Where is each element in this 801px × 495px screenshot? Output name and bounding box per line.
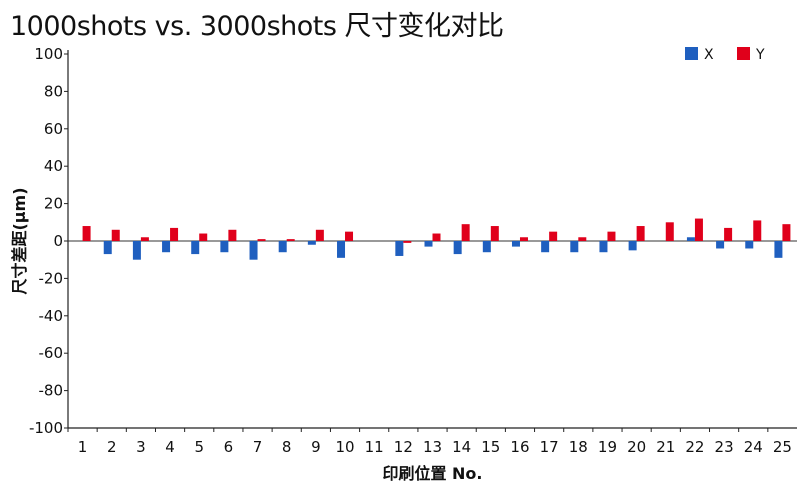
bar-x-14 — [453, 241, 462, 255]
bar-x-20 — [628, 241, 637, 251]
y-axis-title: 尺寸差距(μm) — [10, 187, 29, 294]
bar-y-5 — [199, 233, 208, 241]
x-tick-label: 1 — [78, 438, 88, 456]
bar-x-8 — [278, 241, 287, 253]
legend-swatch-y — [737, 47, 750, 60]
bar-x-19 — [599, 241, 608, 253]
bar-y-15 — [490, 226, 499, 241]
y-tick-label: -80 — [39, 382, 64, 400]
bar-x-4 — [162, 241, 171, 253]
x-tick-label: 24 — [744, 438, 763, 456]
x-tick-label: 16 — [510, 438, 529, 456]
bar-x-24 — [745, 241, 754, 249]
bar-x-9 — [307, 241, 316, 245]
bar-y-20 — [636, 226, 645, 241]
bar-y-18 — [578, 237, 587, 241]
bar-x-12 — [395, 241, 404, 256]
x-axis-title: 印刷位置 No. — [382, 464, 482, 483]
x-tick-label: 11 — [365, 438, 384, 456]
bar-y-2 — [111, 229, 120, 241]
bar-x-17 — [541, 241, 550, 253]
bar-x-22 — [686, 237, 695, 241]
y-tick-label: -40 — [39, 307, 64, 325]
x-tick-label: 14 — [452, 438, 471, 456]
y-tick-label: 40 — [44, 157, 63, 175]
y-tick-label: 80 — [44, 82, 63, 100]
bar-y-23 — [724, 227, 733, 241]
bar-y-16 — [519, 237, 528, 241]
bar-x-2 — [103, 241, 112, 255]
legend-swatch-x — [685, 47, 698, 60]
y-tick-label: 100 — [34, 45, 63, 63]
bar-y-25 — [782, 224, 791, 241]
bar-y-6 — [228, 229, 237, 241]
x-tick-label: 5 — [194, 438, 204, 456]
chart-title: 1000shots vs. 3000shots 尺寸变化对比 — [10, 11, 504, 42]
y-tick-label: 20 — [44, 195, 63, 213]
bar-y-4 — [170, 227, 179, 241]
bar-x-7 — [249, 241, 258, 260]
x-tick-label: 6 — [224, 438, 234, 456]
x-tick-label: 19 — [598, 438, 617, 456]
x-tick-label: 15 — [481, 438, 500, 456]
legend-label-y: Y — [755, 47, 765, 63]
y-tick-label: 60 — [44, 120, 63, 138]
bar-y-17 — [549, 231, 558, 241]
y-axis: 100 80 60 40 20 0 -20 -40 -60 -80 -100 — [29, 45, 69, 437]
x-tick-label: 12 — [394, 438, 413, 456]
bar-x-23 — [716, 241, 725, 249]
x-tick-label: 10 — [335, 438, 354, 456]
bar-y-22 — [694, 218, 703, 241]
bar-x-6 — [220, 241, 229, 253]
bar-x-5 — [191, 241, 200, 255]
x-tick-label: 18 — [569, 438, 588, 456]
x-tick-label: 21 — [656, 438, 675, 456]
x-tick-label: 25 — [773, 438, 792, 456]
bar-x-25 — [774, 241, 783, 258]
x-tick-label: 4 — [165, 438, 175, 456]
bar-y-19 — [607, 231, 616, 241]
y-tick-label: 0 — [53, 232, 63, 250]
bar-y-14 — [461, 224, 470, 241]
x-tick-label: 3 — [136, 438, 146, 456]
y-tick-label: -60 — [39, 344, 64, 362]
x-tick-label: 7 — [253, 438, 263, 456]
x-axis: 1 2 3 4 5 6 7 8 9 10 11 12 13 14 15 16 17 18 19 20 21 22 23 24 2… — [67, 240, 797, 456]
bar-y-21 — [665, 222, 674, 241]
bar-x-18 — [570, 241, 579, 253]
x-tick-label: 9 — [311, 438, 321, 456]
legend-label-x: X — [704, 47, 714, 63]
bars — [82, 218, 791, 260]
bar-y-3 — [140, 237, 149, 241]
x-tick-label: 2 — [107, 438, 117, 456]
y-tick-label: -20 — [39, 269, 64, 287]
bar-x-15 — [482, 241, 491, 253]
bar-y-12 — [403, 241, 412, 243]
x-tick-label: 8 — [282, 438, 292, 456]
bar-y-10 — [345, 231, 354, 241]
y-tick-label: -100 — [29, 419, 63, 437]
x-tick-label: 22 — [685, 438, 704, 456]
bar-y-7 — [257, 239, 266, 241]
x-tick-label: 23 — [715, 438, 734, 456]
bar-y-13 — [432, 233, 441, 241]
x-tick-label: 17 — [540, 438, 559, 456]
x-tick-label: 13 — [423, 438, 442, 456]
bar-y-1 — [82, 226, 91, 241]
bar-y-9 — [315, 229, 324, 241]
bar-x-13 — [424, 241, 433, 247]
bar-x-16 — [511, 241, 520, 247]
bar-x-10 — [337, 241, 346, 258]
bar-x-3 — [132, 241, 141, 260]
x-tick-label: 20 — [627, 438, 646, 456]
bar-y-8 — [286, 239, 295, 241]
bar-y-24 — [753, 220, 762, 241]
